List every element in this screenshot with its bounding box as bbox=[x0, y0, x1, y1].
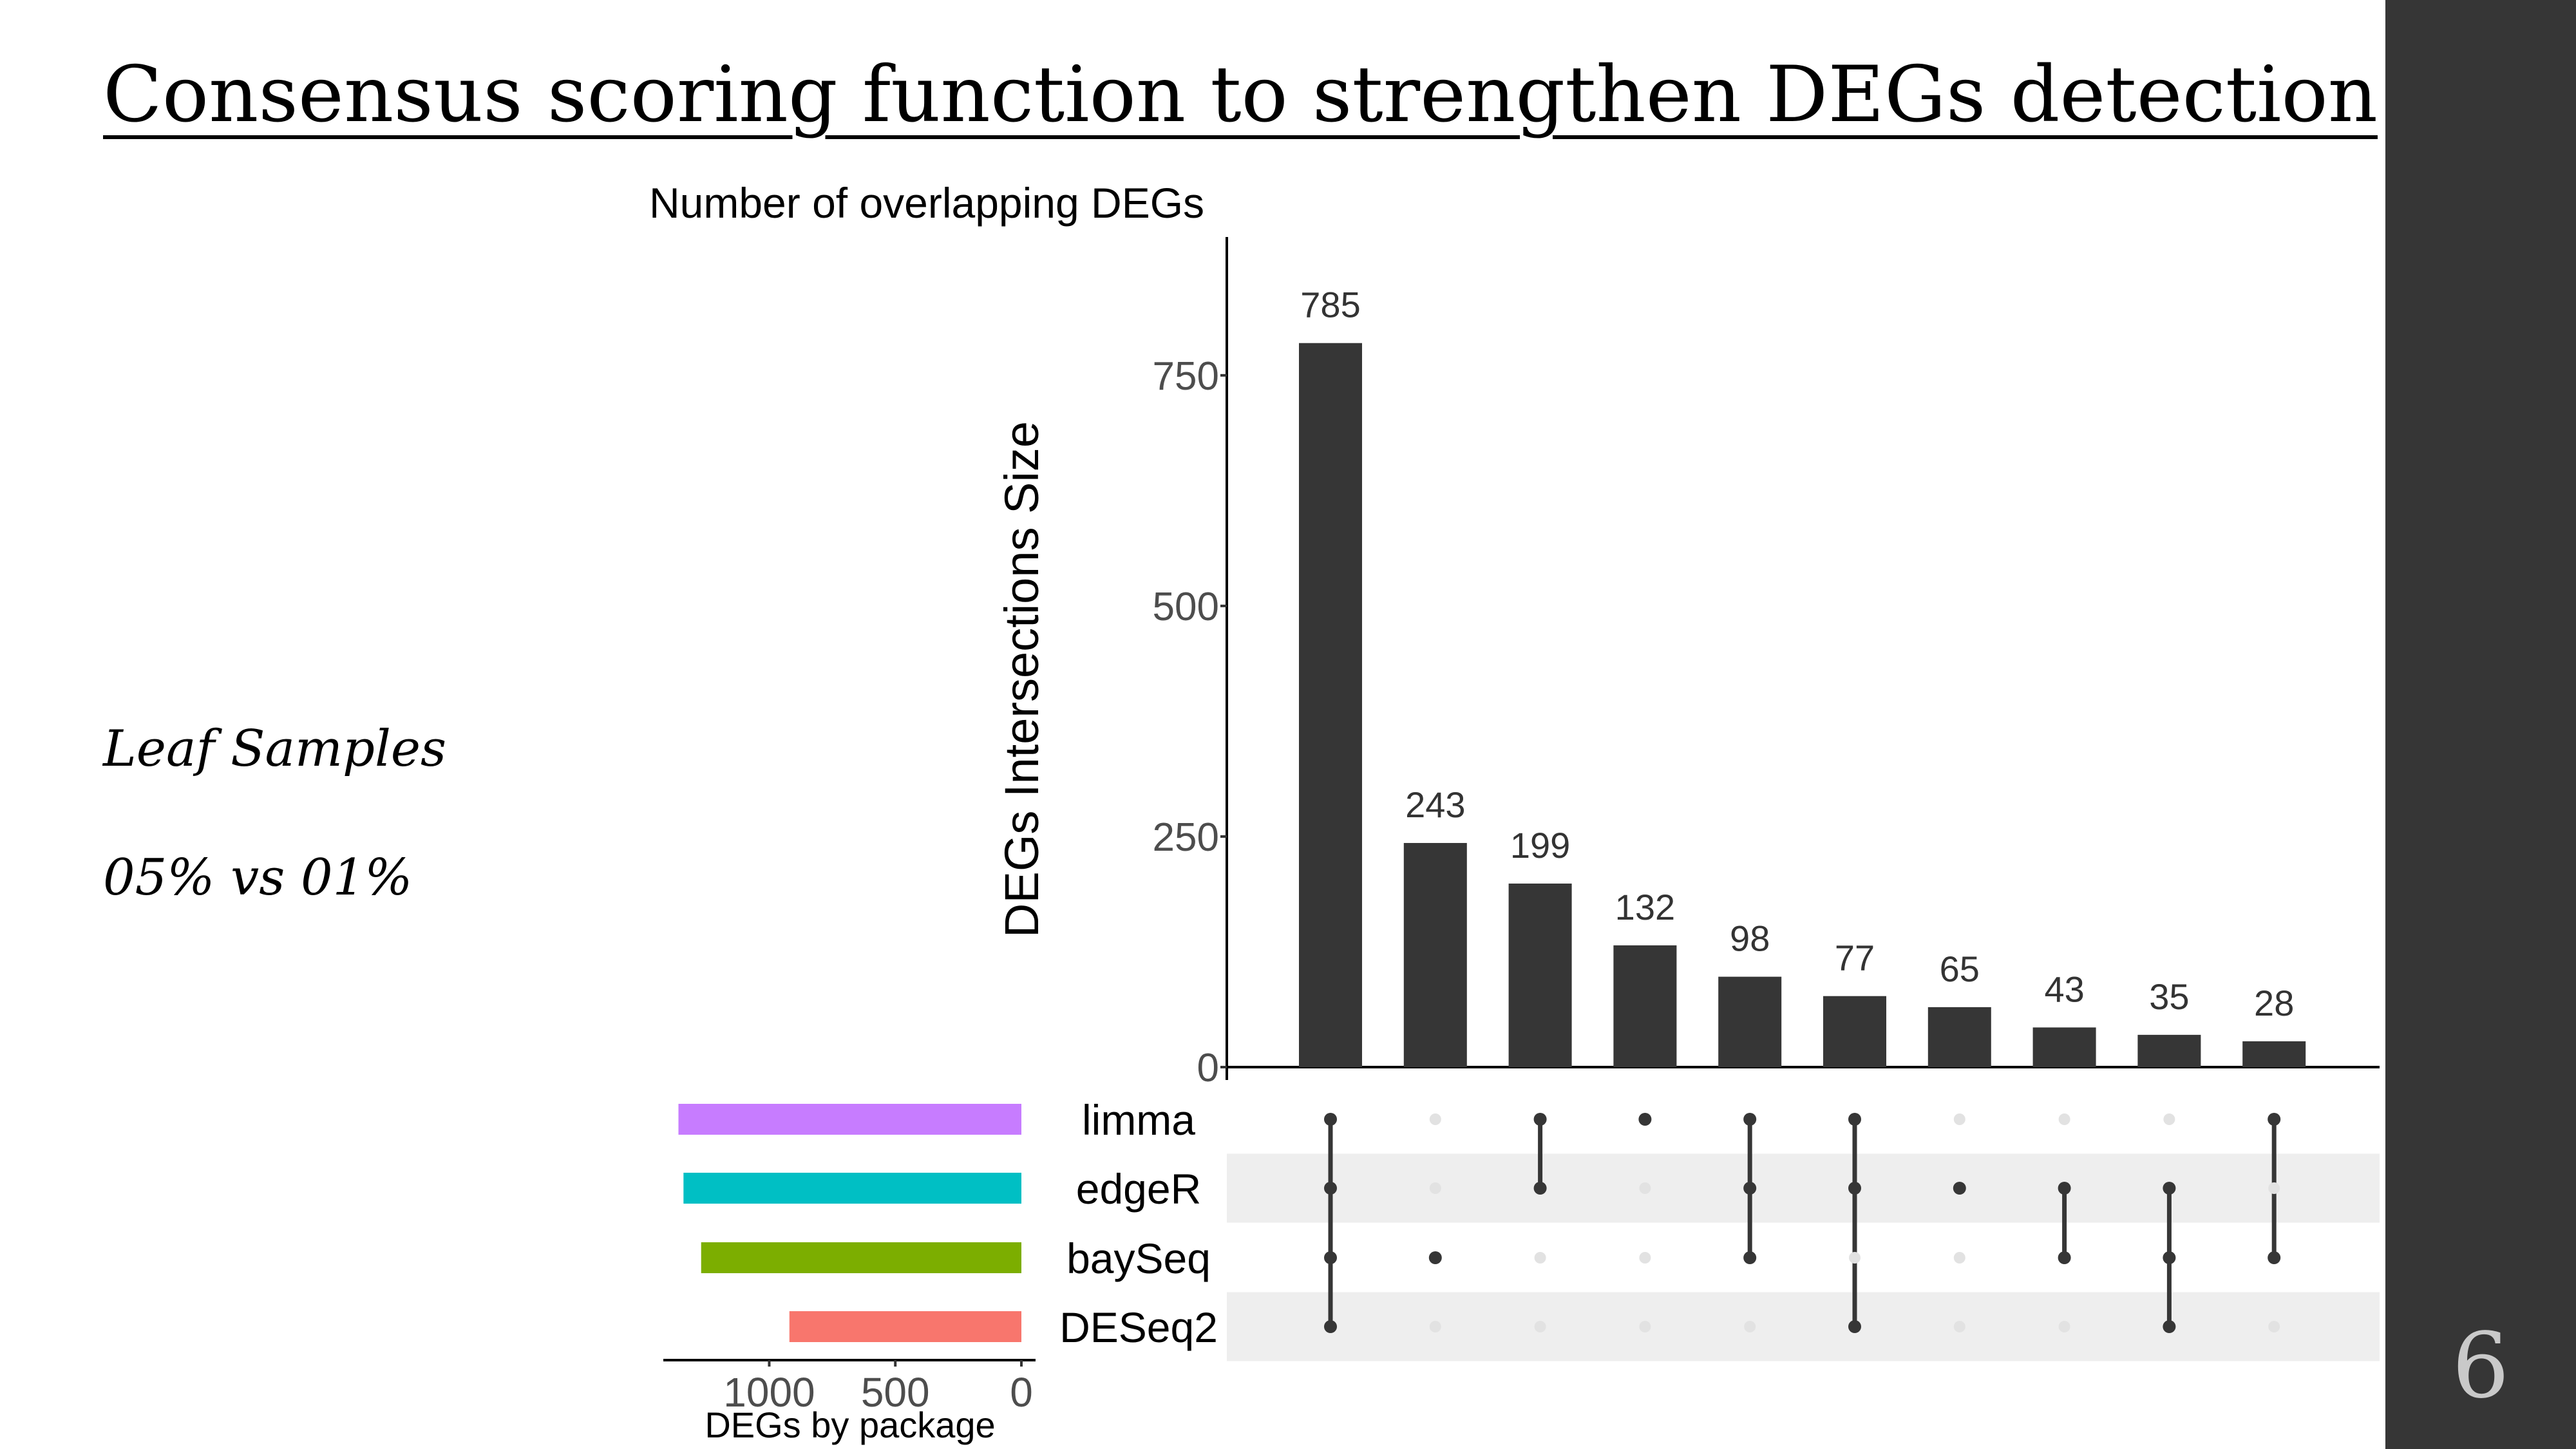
set-size-axis: 1000 500 0 DEGs by package bbox=[663, 1359, 1036, 1445]
matrix-dot-9-DESeq2 bbox=[2268, 1321, 2280, 1332]
intersection-bars bbox=[1299, 343, 2306, 1067]
y-tick-label-250: 250 bbox=[1153, 815, 1219, 860]
set-axis-tick-label-0: 0 bbox=[1010, 1369, 1033, 1416]
upset-chart: Number of overlapping DEGs DEGs Intersec… bbox=[649, 179, 2380, 1445]
intersection-bar-4 bbox=[1718, 976, 1782, 1067]
matrix-dot-2-baySeq bbox=[1534, 1252, 1546, 1264]
matrix-dot-1-limma bbox=[1429, 1113, 1441, 1125]
matrix-dot-2-DESeq2 bbox=[1534, 1321, 1546, 1332]
y-tick-label-500: 500 bbox=[1153, 585, 1219, 629]
matrix-dot-7-baySeq bbox=[2058, 1251, 2071, 1264]
matrix-dot-1-edgeR bbox=[1429, 1182, 1441, 1194]
intersection-bar-0 bbox=[1299, 343, 1362, 1067]
set-name-labels: limma edgeR baySeq DESeq2 bbox=[1059, 1096, 1218, 1351]
intersection-bar-1 bbox=[1403, 842, 1467, 1067]
slide-title: Consensus scoring function to strengthen… bbox=[103, 50, 2378, 140]
set-size-bars bbox=[678, 1104, 1021, 1342]
intersection-bar-2 bbox=[1508, 883, 1572, 1067]
set-axis-label: DEGs by package bbox=[705, 1405, 995, 1445]
bar-value-label-4: 98 bbox=[1730, 918, 1770, 959]
intersection-bar-3 bbox=[1613, 945, 1677, 1067]
matrix-dot-8-limma bbox=[2163, 1113, 2175, 1125]
y-tick-label-750: 750 bbox=[1153, 354, 1219, 399]
set-axis-tick-label-500: 500 bbox=[861, 1369, 930, 1416]
bar-value-label-2: 199 bbox=[1510, 825, 1570, 866]
intersection-bar-6 bbox=[1927, 1007, 1991, 1067]
set-label-limma: limma bbox=[1082, 1096, 1195, 1144]
y-axis-label: DEGs Intersections Size bbox=[995, 421, 1048, 938]
matrix-dot-1-DESeq2 bbox=[1429, 1321, 1441, 1332]
matrix-dot-5-DESeq2 bbox=[1848, 1320, 1861, 1333]
set-size-bar-baySeq bbox=[701, 1242, 1021, 1273]
set-size-bar-limma bbox=[678, 1104, 1021, 1135]
bar-value-label-0: 785 bbox=[1300, 285, 1360, 325]
matrix-dot-8-DESeq2 bbox=[2163, 1320, 2176, 1333]
matrix-dot-9-baySeq bbox=[2268, 1251, 2281, 1264]
chart-title: Number of overlapping DEGs bbox=[649, 179, 1204, 227]
sidebar-panel bbox=[2385, 0, 2576, 1449]
bar-value-label-7: 43 bbox=[2044, 969, 2084, 1009]
set-axis-tick-label-1000: 1000 bbox=[723, 1369, 815, 1416]
matrix-dot-8-baySeq bbox=[2163, 1251, 2176, 1264]
matrix-dot-6-DESeq2 bbox=[1953, 1321, 1965, 1332]
bar-value-label-9: 28 bbox=[2254, 983, 2294, 1023]
bar-value-label-3: 132 bbox=[1615, 887, 1675, 927]
intersection-bar-5 bbox=[1823, 996, 1886, 1067]
matrix-stripes bbox=[1227, 1153, 2380, 1361]
set-label-baySeq: baySeq bbox=[1066, 1235, 1211, 1282]
matrix-dot-7-limma bbox=[2058, 1113, 2070, 1125]
matrix-dot-3-DESeq2 bbox=[1639, 1321, 1651, 1332]
matrix-dot-6-edgeR bbox=[1953, 1182, 1966, 1195]
matrix-dot-0-edgeR bbox=[1324, 1182, 1337, 1195]
matrix-stripe-DESeq2 bbox=[1227, 1292, 2380, 1361]
matrix-dot-0-limma bbox=[1324, 1113, 1337, 1126]
set-size-bar-edgeR bbox=[683, 1173, 1021, 1204]
matrix-dot-9-edgeR bbox=[2268, 1182, 2280, 1194]
y-ticks: 0 250 500 750 bbox=[1153, 354, 1227, 1090]
matrix-dot-6-baySeq bbox=[1953, 1252, 1965, 1264]
matrix-dot-6-limma bbox=[1953, 1113, 1965, 1125]
matrix-dot-8-edgeR bbox=[2163, 1182, 2176, 1195]
set-size-bar-DESeq2 bbox=[789, 1311, 1021, 1342]
matrix-dot-9-limma bbox=[2268, 1113, 2281, 1126]
matrix-dot-7-DESeq2 bbox=[2058, 1321, 2070, 1332]
matrix-dot-4-DESeq2 bbox=[1744, 1321, 1756, 1332]
matrix-dot-5-edgeR bbox=[1848, 1182, 1861, 1195]
matrix-dot-3-baySeq bbox=[1639, 1252, 1651, 1264]
matrix-dot-5-limma bbox=[1848, 1113, 1861, 1126]
matrix-dot-2-edgeR bbox=[1533, 1182, 1547, 1195]
intersection-matrix bbox=[1324, 1113, 2281, 1333]
set-label-DESeq2: DESeq2 bbox=[1059, 1303, 1218, 1351]
bar-value-label-8: 35 bbox=[2149, 976, 2189, 1017]
set-label-edgeR: edgeR bbox=[1076, 1165, 1202, 1213]
matrix-dot-4-edgeR bbox=[1743, 1182, 1757, 1195]
matrix-dot-0-baySeq bbox=[1324, 1251, 1337, 1264]
sample-label: Leaf Samples bbox=[103, 720, 447, 778]
matrix-dot-5-baySeq bbox=[1849, 1252, 1861, 1264]
page-number: 6 bbox=[2452, 1314, 2510, 1419]
intersection-bar-8 bbox=[2137, 1034, 2201, 1067]
matrix-dot-4-baySeq bbox=[1743, 1251, 1757, 1264]
matrix-dot-1-baySeq bbox=[1428, 1251, 1442, 1264]
intersection-bar-9 bbox=[2242, 1041, 2306, 1067]
bar-value-label-6: 65 bbox=[1940, 949, 1980, 989]
matrix-stripe-edgeR bbox=[1227, 1153, 2380, 1223]
matrix-dot-3-edgeR bbox=[1639, 1182, 1651, 1194]
matrix-dot-4-limma bbox=[1743, 1113, 1757, 1126]
matrix-dot-7-edgeR bbox=[2058, 1182, 2071, 1195]
bar-value-label-5: 77 bbox=[1835, 938, 1875, 978]
matrix-dot-3-limma bbox=[1638, 1113, 1652, 1126]
y-tick-label-0: 0 bbox=[1197, 1046, 1219, 1090]
intersection-bar-7 bbox=[2032, 1027, 2096, 1067]
bar-axes bbox=[1226, 237, 2380, 1080]
comparison-label: 05% vs 01% bbox=[103, 849, 413, 907]
bar-value-labels: 785 243 199 132 98 77 65 43 35 28 bbox=[1300, 285, 2294, 1023]
matrix-dot-0-DESeq2 bbox=[1324, 1320, 1337, 1333]
matrix-dot-2-limma bbox=[1533, 1113, 1547, 1126]
bar-value-label-1: 243 bbox=[1405, 784, 1465, 825]
